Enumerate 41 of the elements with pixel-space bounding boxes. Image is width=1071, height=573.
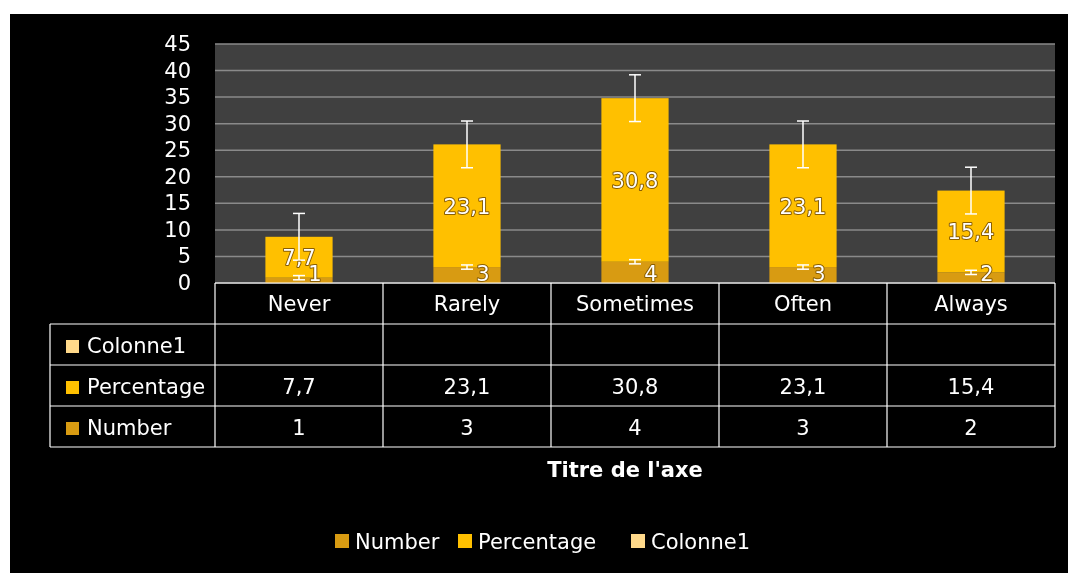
data-label: 2 [964, 416, 978, 440]
legend-label: Number [87, 416, 172, 440]
x-tick-label: Always [934, 292, 1008, 316]
data-label: 4 [628, 416, 642, 440]
y-tick-label: 45 [164, 32, 191, 56]
data-label: 23,1 [443, 375, 491, 399]
y-tick-label: 0 [177, 271, 191, 295]
x-tick-label: Often [773, 292, 833, 316]
text: 30,8 [611, 168, 659, 193]
data-label: 1 [292, 416, 306, 440]
data-label: 7,7 [282, 375, 316, 399]
y-tick-label: 5 [177, 244, 191, 269]
text: 3 [476, 262, 490, 286]
legend-label: Percentage [87, 375, 206, 399]
text: 4 [644, 262, 658, 286]
y-tick-label: 10 [164, 217, 191, 242]
data-label: 15,4 [947, 375, 995, 399]
text: Percentage [478, 530, 597, 554]
x-tick-label: Sometimes [576, 292, 694, 316]
text: 23,1 [443, 194, 491, 219]
text: Titre de l'axe [547, 458, 703, 482]
data-label: 30,8 [611, 375, 659, 399]
text: 3 [812, 262, 826, 286]
bar [601, 98, 669, 262]
y-tick-label: 20 [164, 164, 191, 189]
x-tick-label: Rarely [433, 292, 501, 316]
legend-label: Colonne1 [87, 334, 187, 358]
data-label: 3 [460, 416, 474, 440]
text: Colonne1 [651, 530, 751, 554]
x-tick-label: Never [267, 292, 331, 316]
y-tick-label: 25 [164, 138, 191, 163]
y-tick-label: 35 [164, 85, 191, 110]
data-label: 23,1 [779, 375, 827, 399]
y-tick-label: 40 [164, 58, 191, 83]
text: 15,4 [947, 220, 995, 245]
y-tick-label: 30 [164, 111, 191, 136]
text: Number [355, 530, 440, 554]
text: 23,1 [779, 194, 827, 219]
y-tick-label: 15 [164, 191, 191, 216]
text: 2 [980, 262, 994, 286]
data-label: 3 [796, 416, 810, 440]
